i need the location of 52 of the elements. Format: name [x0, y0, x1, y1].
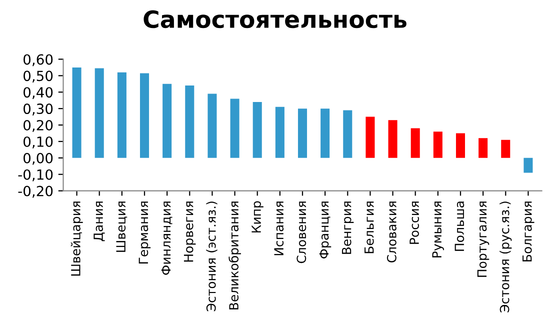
x-tick-label: Великобритания	[228, 202, 241, 310]
bar	[388, 120, 398, 158]
bar	[162, 84, 172, 158]
bar	[410, 128, 420, 158]
y-tick-label: 0,30	[24, 104, 53, 116]
y-tick-label: -0,20	[18, 186, 53, 198]
bar	[252, 102, 262, 158]
y-tick-label: 0,10	[24, 136, 53, 148]
bar	[275, 106, 284, 158]
x-tick-label: Финляндия	[161, 202, 172, 275]
x-tick-label: Эстония (рус.яз.)	[500, 202, 512, 312]
x-tick-label: Испания	[274, 202, 284, 256]
x-tick-label: Португалия	[477, 202, 490, 277]
x-tick-label: Словения	[296, 202, 306, 264]
x-tick-label: Франция	[319, 202, 332, 258]
x-tick-label: Эстония (эст.яз.)	[206, 202, 218, 312]
bar	[140, 73, 150, 158]
x-tick-label: Словакия	[386, 202, 396, 262]
x-tick-label: Румыния	[432, 202, 444, 258]
bar	[117, 72, 126, 158]
bar	[72, 67, 82, 158]
bar	[320, 108, 330, 158]
bar	[343, 110, 352, 158]
x-tick-label: Венгрия	[342, 202, 354, 254]
bar	[208, 94, 217, 158]
bar	[230, 98, 240, 158]
y-tick-label: 0,40	[24, 87, 53, 100]
bar	[524, 158, 533, 173]
y-tick-label: 0,50	[24, 70, 53, 83]
x-tick-label: Германия	[138, 202, 151, 264]
chart-title: Самостоятельность	[144, 10, 406, 28]
bar	[501, 140, 510, 158]
y-tick-label: -0,10	[18, 169, 53, 182]
x-tick-label: Дания	[94, 202, 105, 242]
y-tick-label: 0,00	[24, 152, 53, 165]
bar	[456, 133, 466, 158]
x-tick-label: Швеция	[116, 202, 128, 252]
y-tick-label: 0,60	[24, 54, 53, 66]
x-tick-label: Кипр	[252, 201, 264, 232]
bar	[478, 138, 488, 158]
x-tick-label: Польша	[454, 202, 464, 251]
x-tick-label: Норвегия	[184, 202, 196, 262]
bar	[433, 132, 442, 158]
bar	[185, 86, 194, 158]
bar	[366, 116, 375, 158]
y-tick-label: 0,20	[24, 120, 53, 132]
bar	[94, 68, 104, 158]
x-tick-label: Швейцария	[70, 202, 83, 276]
x-tick-label: Бельгия	[364, 202, 374, 254]
x-tick-label: Болгария	[522, 202, 534, 262]
bar	[298, 108, 308, 158]
x-tick-label: Россия	[410, 202, 419, 244]
